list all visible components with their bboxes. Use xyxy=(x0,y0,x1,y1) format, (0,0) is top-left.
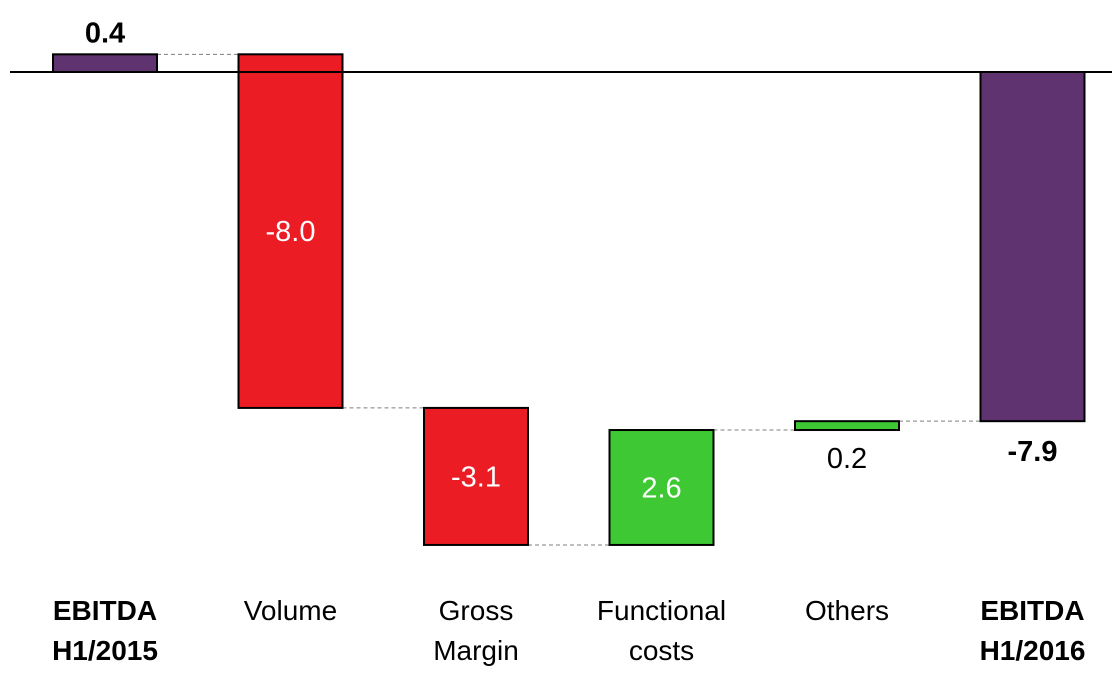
value-labels: 0.4 -8.0 -3.1 2.6 0.2 -7.9 xyxy=(85,17,1058,504)
bar-3 xyxy=(608,429,715,546)
category-label-1: Volume xyxy=(244,595,337,626)
bar-4 xyxy=(794,420,900,432)
category-label-4: Others xyxy=(805,595,889,626)
bar-5 xyxy=(979,71,1086,423)
category-label-0: EBITDA H1/2015 xyxy=(52,595,158,666)
value-label-3: 2.6 xyxy=(641,472,681,504)
value-label-0: 0.4 xyxy=(85,17,125,49)
value-label-2: -3.1 xyxy=(451,461,501,493)
category-labels: EBITDA H1/2015 Volume Gross Margin Functional… xyxy=(52,595,1085,666)
category-label-5: EBITDA H1/2016 xyxy=(980,595,1086,666)
bar-1 xyxy=(237,53,344,409)
category-label-2: Gross Margin xyxy=(433,595,519,666)
value-label-4: 0.2 xyxy=(827,443,867,475)
bar-2 xyxy=(423,406,529,546)
bar-0 xyxy=(52,53,158,73)
value-label-5: -7.9 xyxy=(1008,436,1058,468)
value-label-1: -8.0 xyxy=(266,216,316,248)
category-label-3: Functional costs xyxy=(597,595,726,666)
bars xyxy=(52,53,1086,546)
